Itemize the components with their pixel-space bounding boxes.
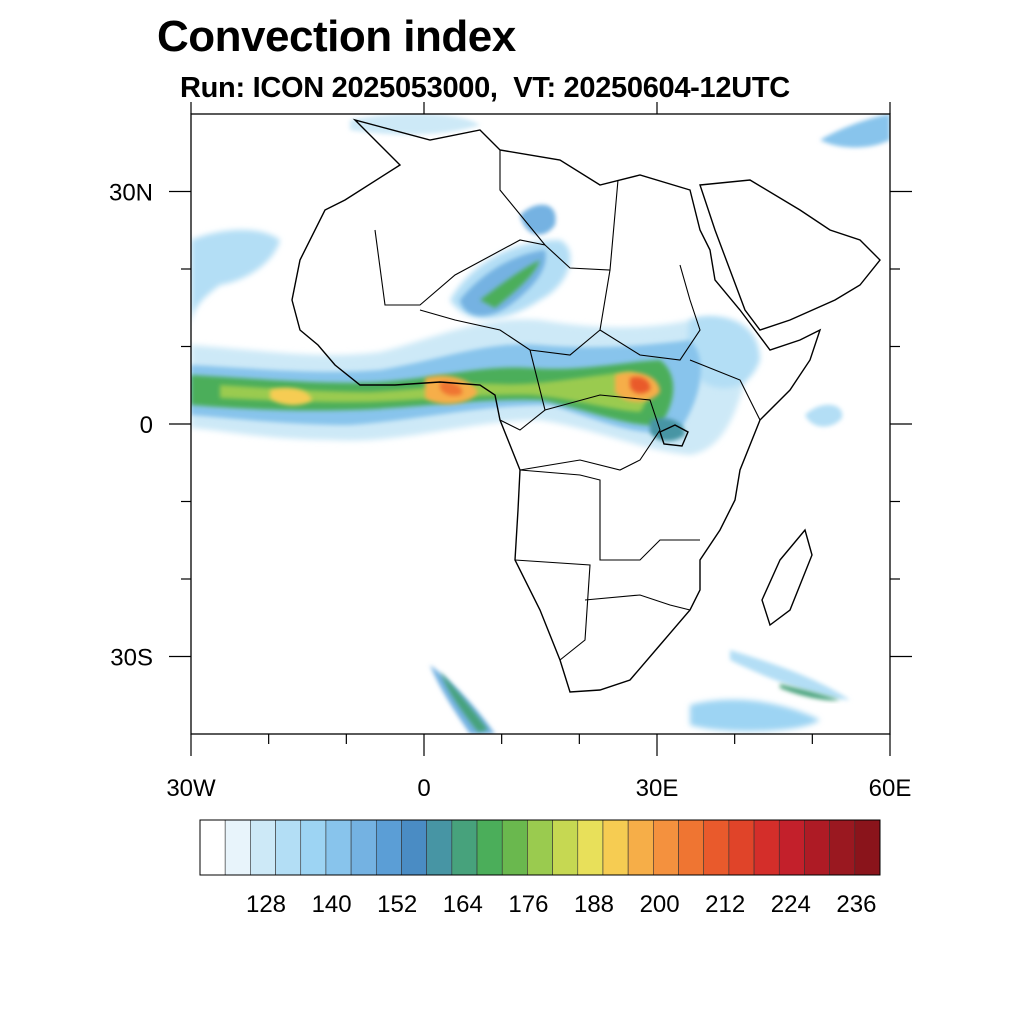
colorbar-box [501,819,528,876]
colorbar-frame [199,819,881,876]
libya-patch [520,204,556,235]
y-tick-label: 0 [140,412,153,439]
southeast-band [730,650,850,700]
africa-coastline [291,118,822,693]
colorbar-box [577,819,604,876]
y-tick-label: 30S [110,645,153,672]
atlantic-core [270,388,312,406]
colorbar-box [678,819,705,876]
colorbar-box [804,819,830,876]
convection-field [191,114,890,734]
colorbar-box [325,819,352,876]
colorbar-label: 164 [443,891,483,918]
colorbar-box [753,819,780,876]
aegean-patch [350,114,480,135]
guinea-hotspot [440,381,463,396]
axis-tick-labels: 30W 0 30E 60E 30N 0 30S [109,180,911,803]
colorbar-label: 176 [508,891,548,918]
colorbar-label: 236 [836,891,876,918]
coastlines [291,118,881,693]
ethiopia-patch [688,316,760,389]
south-atlantic-green [440,672,488,732]
colorbar-box [476,819,503,876]
colorbar-box [829,819,856,876]
colorbar-label: 152 [377,891,417,918]
colorbar-box [552,819,579,876]
arabia-coastline [699,179,881,331]
colorbar-box [527,819,553,876]
colorbar-box [451,819,478,876]
colorbar-box [275,819,302,876]
colorbar-box [426,819,453,876]
map-title: Convection index [157,12,516,61]
x-tick-label: 0 [417,775,430,802]
axis-ticks [169,102,912,756]
colorbar-box [350,819,377,876]
lake-victoria [659,424,689,447]
colorbar-box [602,819,629,876]
congo-hotspot [630,376,651,394]
map-subtitle: Run: ICON 2025053000, VT: 20250604-12UTC [180,72,790,104]
colorbar-label: 224 [771,891,811,918]
colorbar-box [375,819,402,876]
colorbar-box [401,819,427,876]
south-indian-band [690,699,820,732]
colorbar-box [728,819,755,876]
colorbar-box [199,819,226,876]
colorbar [199,819,881,876]
colorbar-label: 212 [705,891,745,918]
colorbar-labels: 128 140 152 164 176 188 200 212 224 236 [246,891,876,918]
colorbar-box [224,819,251,876]
y-tick-label: 30N [109,180,153,207]
country-borders [374,150,761,661]
colorbar-label: 140 [312,891,352,918]
sahel-green-streak [480,260,540,308]
madagascar [761,528,813,627]
x-tick-label: 30W [166,775,216,802]
colorbar-label: 200 [640,891,680,918]
nw-atlantic-patch [191,229,280,330]
colorbar-box [250,819,276,876]
indian-ocean-patch [805,404,843,427]
colorbar-box [854,819,881,876]
colorbar-box [778,819,805,876]
x-tick-label: 30E [636,775,679,802]
north-top-right-patch [820,114,890,148]
colorbar-label: 188 [574,891,614,918]
colorbar-box [703,819,730,876]
lake-victoria-core [650,418,685,442]
colorbar-box [300,819,327,876]
x-tick-label: 60E [869,775,912,802]
south-indian-green [780,684,840,701]
colorbar-label: 128 [246,891,286,918]
colorbar-box [653,819,679,876]
colorbar-box [627,819,654,876]
